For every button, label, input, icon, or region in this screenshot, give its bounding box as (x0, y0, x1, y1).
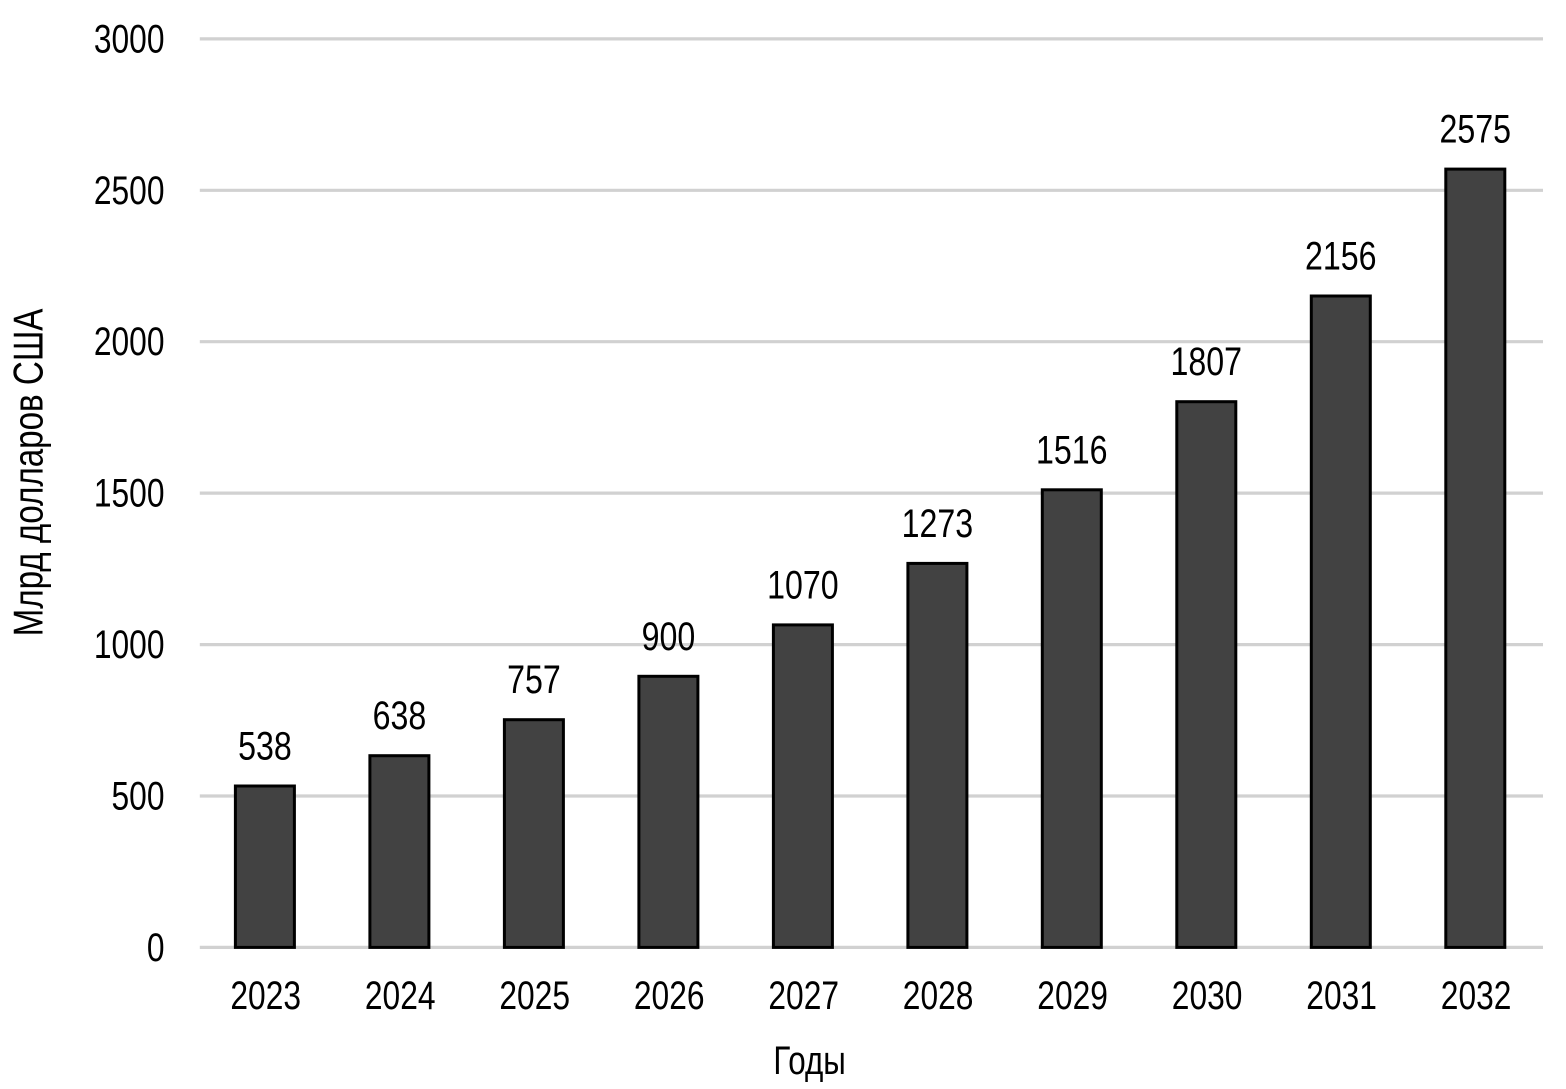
svg-text:1273: 1273 (902, 500, 974, 545)
svg-text:2156: 2156 (1305, 233, 1377, 278)
svg-text:2027: 2027 (768, 972, 839, 1017)
svg-text:2028: 2028 (903, 972, 974, 1017)
svg-text:900: 900 (642, 613, 696, 658)
svg-text:1000: 1000 (94, 621, 165, 666)
svg-text:2000: 2000 (94, 319, 165, 364)
svg-text:Годы: Годы (773, 1037, 845, 1083)
svg-text:2029: 2029 (1037, 972, 1108, 1017)
svg-text:2024: 2024 (365, 972, 436, 1017)
svg-text:638: 638 (373, 693, 427, 738)
svg-text:2026: 2026 (634, 972, 705, 1017)
svg-text:2025: 2025 (499, 972, 570, 1017)
svg-text:757: 757 (507, 657, 561, 702)
svg-text:2023: 2023 (230, 972, 301, 1017)
svg-text:2500: 2500 (94, 167, 165, 212)
svg-text:500: 500 (112, 773, 165, 818)
svg-text:2031: 2031 (1306, 972, 1377, 1017)
svg-text:538: 538 (238, 723, 292, 768)
svg-text:0: 0 (147, 924, 165, 969)
svg-text:2575: 2575 (1440, 106, 1512, 151)
svg-text:1500: 1500 (94, 470, 165, 515)
svg-text:3000: 3000 (94, 16, 165, 61)
svg-text:1070: 1070 (767, 562, 839, 607)
svg-text:1516: 1516 (1036, 427, 1108, 472)
svg-text:2032: 2032 (1441, 972, 1512, 1017)
svg-text:2030: 2030 (1172, 972, 1243, 1017)
svg-text:1807: 1807 (1171, 339, 1243, 384)
svg-text:Млрд долларов США: Млрд долларов США (5, 309, 51, 637)
